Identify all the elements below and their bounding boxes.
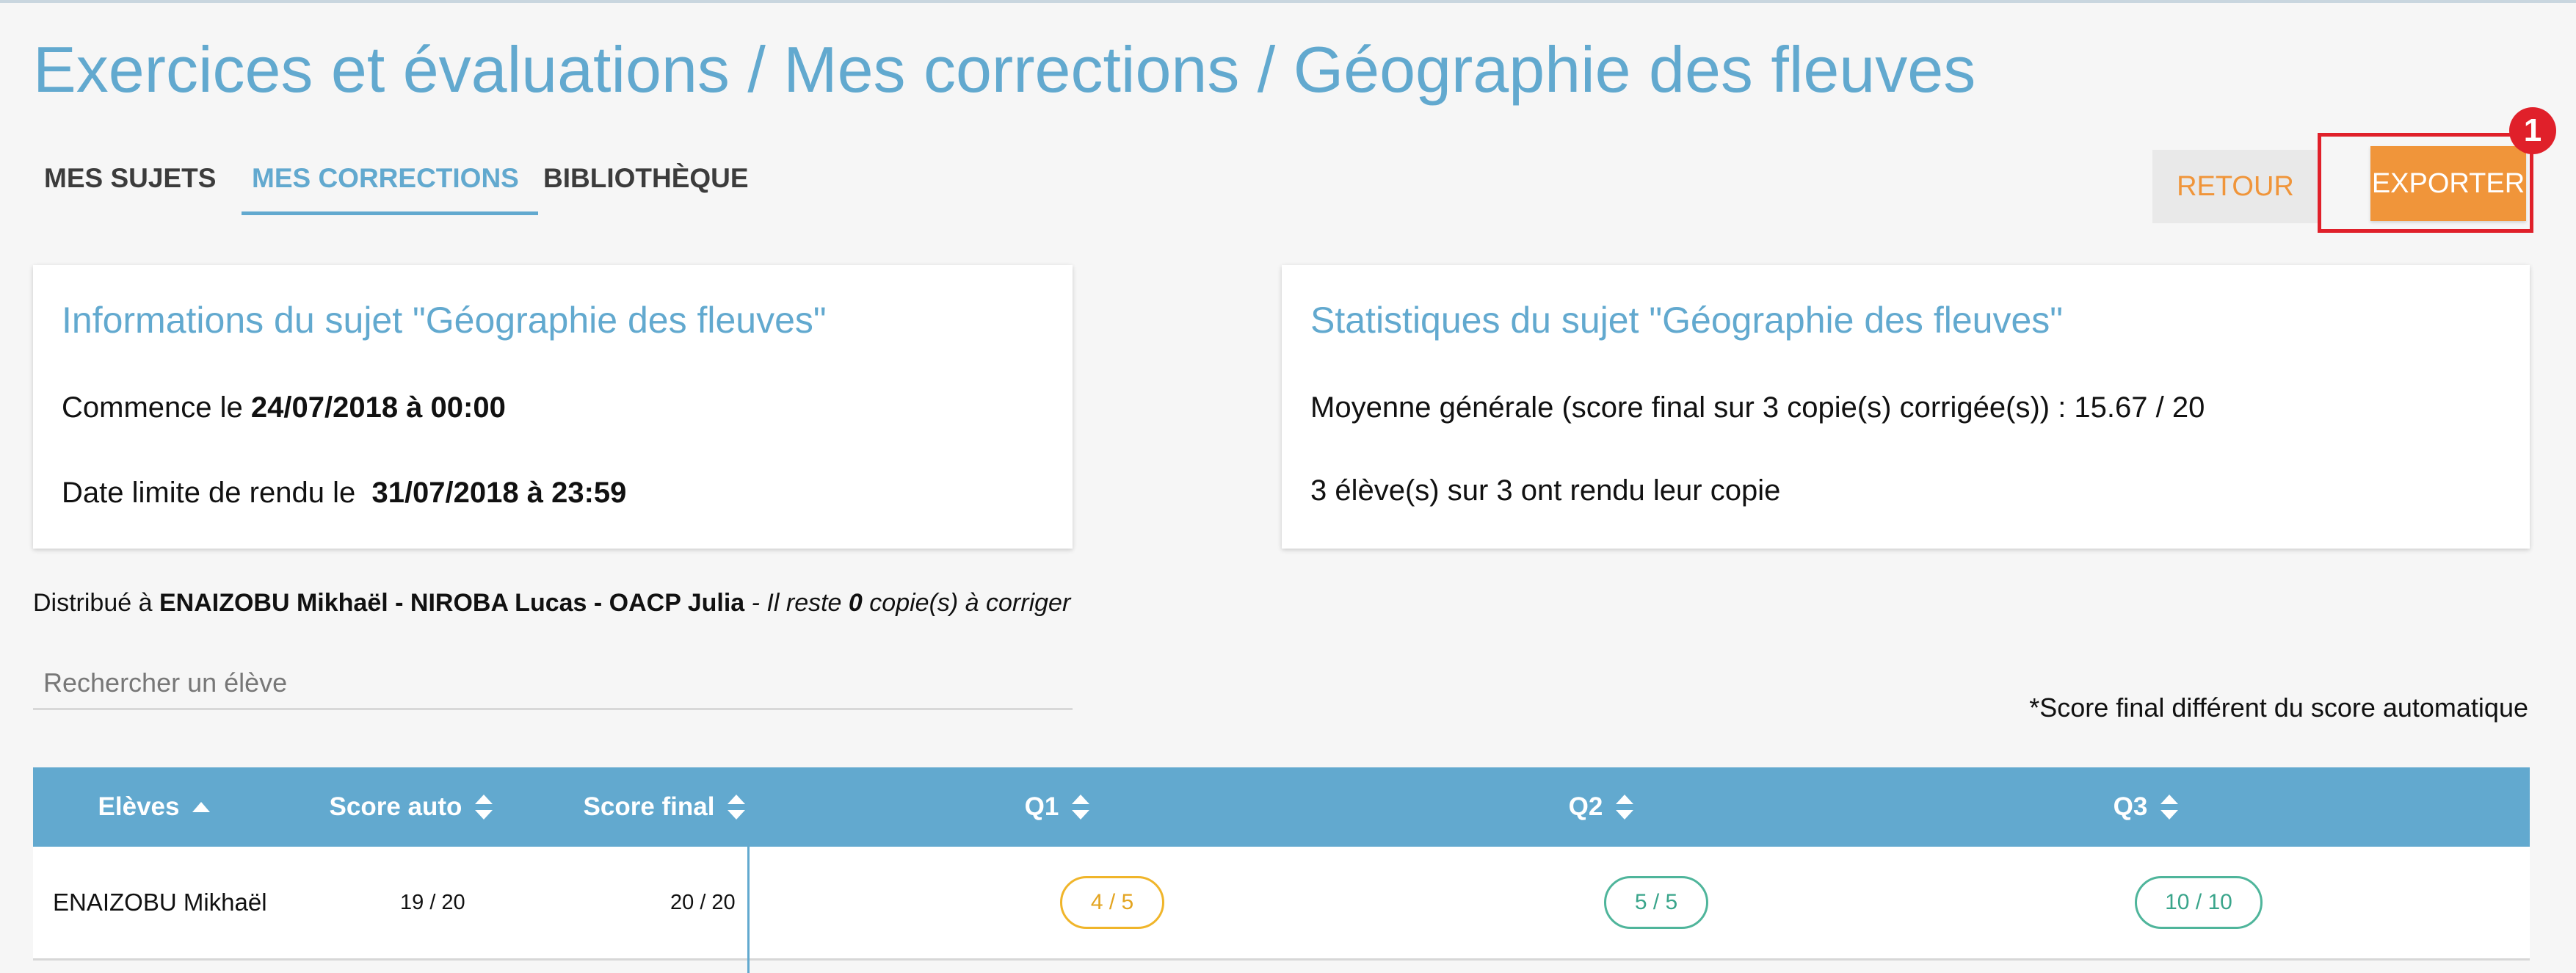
deadline-value: 31/07/2018 à 23:59 <box>371 477 627 509</box>
remaining-count: 0 <box>848 589 863 617</box>
column-header-label: Q2 <box>1568 792 1603 821</box>
column-header-score-auto[interactable]: Score auto <box>305 767 518 847</box>
score-auto-cell: 19 / 20 <box>400 890 465 914</box>
sort-icon <box>2160 795 2179 820</box>
remaining-suffix: copie(s) à corriger <box>862 589 1071 617</box>
exporter-button[interactable]: EXPORTER <box>2370 146 2526 221</box>
sort-icon <box>475 795 493 820</box>
top-border <box>0 0 2576 3</box>
distribution-line: Distribué à ENAIZOBU Mikhaël - NIROBA Lu… <box>33 589 1070 618</box>
table-row[interactable]: ENAIZOBU Mikhaël 19 / 20 20 / 20 4 / 5 5… <box>33 847 2530 961</box>
tab-mes-corrections[interactable]: MES CORRECTIONS <box>252 163 519 193</box>
column-header-q1[interactable]: Q1 <box>786 767 1329 847</box>
column-header-q3[interactable]: Q3 <box>1874 767 2417 847</box>
info-card-title: Informations du sujet "Géographie des fl… <box>62 300 827 341</box>
column-header-label: Q1 <box>1024 792 1059 821</box>
score-note: *Score final différent du score automati… <box>2029 692 2528 723</box>
q3-cell: 10 / 10 <box>2135 847 2263 958</box>
start-date-value: 24/07/2018 à 00:00 <box>250 391 506 424</box>
sort-icon <box>728 795 746 820</box>
page-title: Exercices et évaluations / Mes correctio… <box>33 33 1976 106</box>
active-tab-indicator <box>242 211 538 215</box>
distribution-label: Distribué à <box>33 589 159 617</box>
column-header-label: Elèves <box>98 792 180 821</box>
student-search-input[interactable] <box>33 657 1073 710</box>
distributed-students: ENAIZOBU Mikhaël - NIROBA Lucas - OACP J… <box>159 589 745 617</box>
column-header-label: Q3 <box>2113 792 2148 821</box>
subject-info-card: Informations du sujet "Géographie des fl… <box>33 265 1073 549</box>
deadline-line: Date limite de rendu le 31/07/2018 à 23:… <box>62 477 626 510</box>
q3-score-pill[interactable]: 10 / 10 <box>2135 876 2263 929</box>
sort-icon <box>1616 795 1634 820</box>
student-name-cell: ENAIZOBU Mikhaël <box>53 889 267 916</box>
q2-score-pill[interactable]: 5 / 5 <box>1604 876 1708 929</box>
deadline-label: Date limite de rendu le <box>62 477 364 509</box>
q1-score-pill[interactable]: 4 / 5 <box>1060 876 1164 929</box>
average-score-text: Moyenne générale (score final sur 3 copi… <box>1310 391 2205 424</box>
start-date-line: Commence le 24/07/2018 à 00:00 <box>62 391 506 424</box>
tab-mes-sujets[interactable]: MES SUJETS <box>44 163 217 193</box>
stats-card-title: Statistiques du sujet "Géographie des fl… <box>1310 300 2063 341</box>
submitted-count-text: 3 élève(s) sur 3 ont rendu leur copie <box>1310 474 1781 507</box>
tab-bibliotheque[interactable]: BIBLIOTHÈQUE <box>543 163 749 193</box>
remaining-prefix: - Il reste <box>744 589 849 617</box>
q2-cell: 5 / 5 <box>1604 847 1708 958</box>
column-header-q2[interactable]: Q2 <box>1329 767 1873 847</box>
column-header-label: Score auto <box>329 792 462 821</box>
subject-stats-card: Statistiques du sujet "Géographie des fl… <box>1282 265 2530 549</box>
column-header-label: Score final <box>583 792 715 821</box>
retour-button[interactable]: RETOUR <box>2152 150 2318 223</box>
corrections-table: Elèves Score auto Score final Q1 Q2 <box>33 767 2530 961</box>
column-header-score-final[interactable]: Score final <box>547 767 782 847</box>
score-final-cell: 20 / 20 <box>670 890 736 914</box>
q1-cell: 4 / 5 <box>1060 847 1164 958</box>
table-header: Elèves Score auto Score final Q1 Q2 <box>33 767 2530 847</box>
sort-ascending-icon <box>192 802 211 812</box>
score-column-divider <box>747 844 750 973</box>
start-date-label: Commence le <box>62 391 251 424</box>
annotation-badge: 1 <box>2509 107 2556 154</box>
sort-icon <box>1072 795 1090 820</box>
column-header-eleves[interactable]: Elèves <box>33 767 275 847</box>
